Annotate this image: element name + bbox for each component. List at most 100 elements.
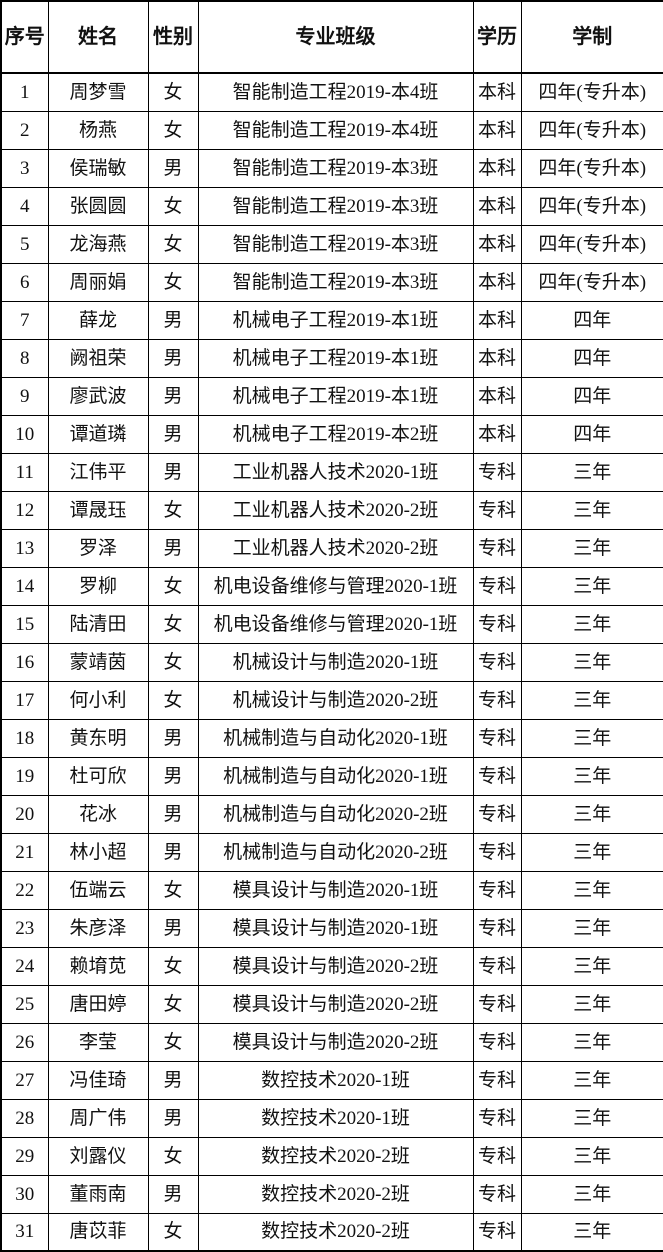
cell-name: 杜可欣	[47, 756, 149, 796]
cell-serial: 27	[0, 1060, 49, 1100]
cell-name: 赖堉苋	[47, 946, 149, 986]
cell-degree: 本科	[472, 110, 522, 150]
cell-serial: 5	[0, 224, 49, 264]
cell-degree: 专科	[472, 908, 522, 948]
table-row: 6 周丽娟 女 智能制造工程2019-本3班 本科 四年(专升本)	[0, 262, 663, 302]
cell-class: 机械电子工程2019-本1班	[197, 338, 474, 378]
cell-serial: 13	[0, 528, 49, 568]
cell-gender: 男	[147, 794, 199, 834]
cell-class: 数控技术2020-2班	[197, 1136, 474, 1176]
cell-serial: 9	[0, 376, 49, 416]
cell-degree: 本科	[472, 148, 522, 188]
cell-class: 机电设备维修与管理2020-1班	[197, 604, 474, 644]
cell-duration: 三年	[520, 452, 663, 492]
cell-gender: 男	[147, 528, 199, 568]
cell-serial: 1	[0, 72, 49, 112]
cell-class: 模具设计与制造2020-2班	[197, 946, 474, 986]
cell-name: 张圆圆	[47, 186, 149, 226]
cell-duration: 三年	[520, 566, 663, 606]
cell-serial: 23	[0, 908, 49, 948]
cell-degree: 本科	[472, 300, 522, 340]
header-serial: 序号	[0, 0, 49, 74]
header-gender: 性别	[147, 0, 199, 74]
cell-name: 侯瑞敏	[47, 148, 149, 188]
cell-name: 周梦雪	[47, 72, 149, 112]
cell-degree: 专科	[472, 870, 522, 910]
cell-duration: 四年	[520, 376, 663, 416]
table-row: 28 周广伟 男 数控技术2020-1班 专科 三年	[0, 1098, 663, 1138]
table-row: 7 薛龙 男 机械电子工程2019-本1班 本科 四年	[0, 300, 663, 340]
table-row: 27 冯佳琦 男 数控技术2020-1班 专科 三年	[0, 1060, 663, 1100]
cell-class: 数控技术2020-2班	[197, 1212, 474, 1252]
cell-degree: 专科	[472, 642, 522, 682]
cell-duration: 三年	[520, 718, 663, 758]
cell-gender: 女	[147, 680, 199, 720]
table-body: 1 周梦雪 女 智能制造工程2019-本4班 本科 四年(专升本) 2 杨燕 女…	[0, 72, 663, 1252]
cell-class: 工业机器人技术2020-1班	[197, 452, 474, 492]
cell-name: 陆清田	[47, 604, 149, 644]
table-row: 2 杨燕 女 智能制造工程2019-本4班 本科 四年(专升本)	[0, 110, 663, 150]
cell-name: 唐苡菲	[47, 1212, 149, 1252]
cell-serial: 12	[0, 490, 49, 530]
cell-gender: 女	[147, 642, 199, 682]
cell-name: 林小超	[47, 832, 149, 872]
cell-degree: 专科	[472, 1136, 522, 1176]
cell-name: 杨燕	[47, 110, 149, 150]
cell-name: 冯佳琦	[47, 1060, 149, 1100]
table-row: 23 朱彦泽 男 模具设计与制造2020-1班 专科 三年	[0, 908, 663, 948]
cell-degree: 专科	[472, 452, 522, 492]
cell-gender: 男	[147, 1060, 199, 1100]
cell-gender: 女	[147, 870, 199, 910]
cell-gender: 男	[147, 908, 199, 948]
table-row: 11 江伟平 男 工业机器人技术2020-1班 专科 三年	[0, 452, 663, 492]
cell-duration: 四年	[520, 300, 663, 340]
cell-gender: 女	[147, 946, 199, 986]
cell-serial: 17	[0, 680, 49, 720]
cell-serial: 30	[0, 1174, 49, 1214]
cell-name: 龙海燕	[47, 224, 149, 264]
cell-degree: 专科	[472, 566, 522, 606]
cell-duration: 三年	[520, 1174, 663, 1214]
cell-serial: 19	[0, 756, 49, 796]
cell-gender: 男	[147, 756, 199, 796]
cell-degree: 本科	[472, 338, 522, 378]
table-row: 14 罗柳 女 机电设备维修与管理2020-1班 专科 三年	[0, 566, 663, 606]
cell-class: 机械制造与自动化2020-2班	[197, 832, 474, 872]
cell-duration: 四年(专升本)	[520, 72, 663, 112]
cell-duration: 三年	[520, 756, 663, 796]
cell-class: 数控技术2020-1班	[197, 1098, 474, 1138]
cell-degree: 本科	[472, 72, 522, 112]
cell-name: 朱彦泽	[47, 908, 149, 948]
cell-name: 罗柳	[47, 566, 149, 606]
cell-degree: 专科	[472, 490, 522, 530]
cell-degree: 本科	[472, 224, 522, 264]
cell-class: 机械电子工程2019-本1班	[197, 376, 474, 416]
table-row: 20 花冰 男 机械制造与自动化2020-2班 专科 三年	[0, 794, 663, 834]
table-row: 8 阙祖荣 男 机械电子工程2019-本1班 本科 四年	[0, 338, 663, 378]
cell-duration: 三年	[520, 642, 663, 682]
table-row: 5 龙海燕 女 智能制造工程2019-本3班 本科 四年(专升本)	[0, 224, 663, 264]
table-row: 16 蒙靖茵 女 机械设计与制造2020-1班 专科 三年	[0, 642, 663, 682]
cell-class: 模具设计与制造2020-2班	[197, 1022, 474, 1062]
cell-name: 花冰	[47, 794, 149, 834]
cell-class: 智能制造工程2019-本3班	[197, 186, 474, 226]
cell-gender: 男	[147, 452, 199, 492]
cell-gender: 女	[147, 604, 199, 644]
cell-serial: 22	[0, 870, 49, 910]
table-row: 18 黄东明 男 机械制造与自动化2020-1班 专科 三年	[0, 718, 663, 758]
cell-serial: 6	[0, 262, 49, 302]
cell-name: 廖武波	[47, 376, 149, 416]
cell-gender: 男	[147, 300, 199, 340]
table-row: 10 谭道璘 男 机械电子工程2019-本2班 本科 四年	[0, 414, 663, 454]
cell-degree: 本科	[472, 186, 522, 226]
cell-duration: 三年	[520, 908, 663, 948]
table-row: 22 伍端云 女 模具设计与制造2020-1班 专科 三年	[0, 870, 663, 910]
cell-name: 伍端云	[47, 870, 149, 910]
cell-serial: 24	[0, 946, 49, 986]
cell-gender: 女	[147, 984, 199, 1024]
cell-gender: 女	[147, 1136, 199, 1176]
cell-degree: 专科	[472, 718, 522, 758]
cell-degree: 专科	[472, 756, 522, 796]
cell-gender: 男	[147, 148, 199, 188]
cell-duration: 三年	[520, 832, 663, 872]
